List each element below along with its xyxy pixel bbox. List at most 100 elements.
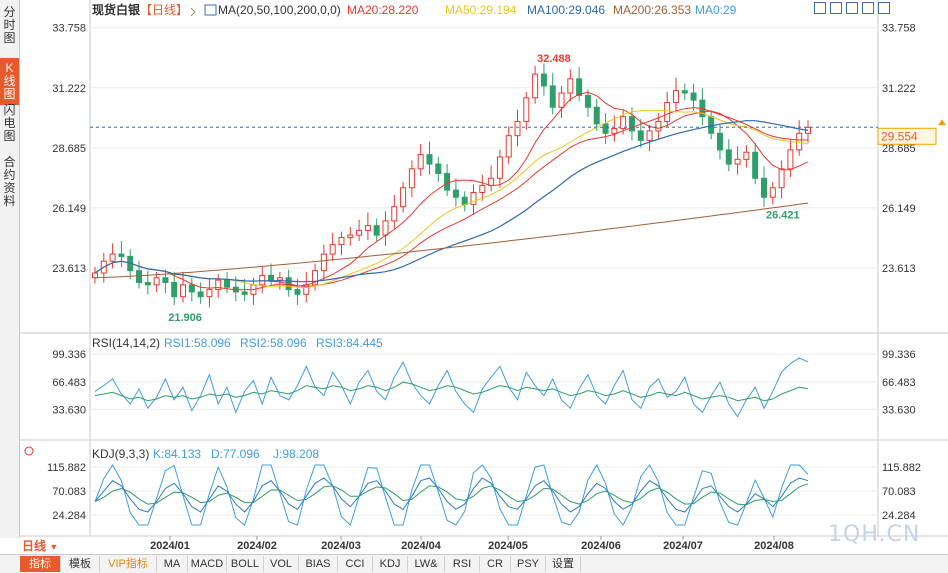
- date-label: 2024/03: [321, 540, 361, 552]
- side-tab-flash[interactable]: 闪电图: [3, 103, 16, 143]
- tab-cr[interactable]: CR: [480, 556, 511, 572]
- period-high-label: 32.488: [537, 53, 571, 65]
- side-tab-contract-info[interactable]: 合约资料: [3, 155, 16, 208]
- candle-body: [426, 154, 433, 165]
- tab-lw[interactable]: LW&: [408, 556, 445, 572]
- rsi-legend-label: RSI(14,14,2): [92, 336, 160, 350]
- candle-body: [646, 130, 653, 141]
- candle-body: [620, 116, 627, 130]
- tab-boll[interactable]: BOLL: [227, 556, 264, 572]
- candle-body: [188, 284, 195, 293]
- kdj-tick-right: 24.284: [882, 510, 916, 522]
- recent-low-label: 26.421: [766, 210, 800, 222]
- period-label: 【日线】: [140, 3, 188, 17]
- date-label: 2024/01: [150, 540, 190, 552]
- candle-body: [628, 116, 635, 132]
- kline-chart-svg[interactable]: 33.758 33.758 31.222 31.222 28.685 28.685 26.1…: [0, 0, 948, 554]
- tab-vol[interactable]: VOL: [264, 556, 299, 572]
- price-tick-left: 31.222: [52, 83, 86, 95]
- candle-body: [743, 151, 750, 160]
- tab-psy[interactable]: PSY: [511, 556, 546, 572]
- candle-body: [787, 149, 794, 170]
- candle-body: [505, 135, 512, 158]
- rsi-legend-item: RSI2:58.096: [240, 336, 307, 350]
- period-button[interactable]: 日线 ▼: [22, 538, 72, 554]
- candle-body: [602, 123, 609, 134]
- candle-body: [523, 97, 530, 122]
- candle-body: [611, 128, 618, 134]
- zoom-in-icon[interactable]: [830, 2, 842, 14]
- ma50-line: [94, 109, 809, 289]
- candle-body: [672, 90, 679, 104]
- tab-bias[interactable]: BIAS: [299, 556, 338, 572]
- candle-body: [584, 94, 591, 108]
- candle-body: [347, 234, 354, 238]
- kline-chart-area[interactable]: 33.758 33.758 31.222 31.222 28.685 28.685 26.1…: [0, 0, 948, 554]
- date-label: 2024/06: [581, 540, 621, 552]
- tab-rsi[interactable]: RSI: [445, 556, 480, 572]
- tab-template[interactable]: 模板: [61, 556, 100, 572]
- candle-body: [664, 102, 671, 122]
- ma-legend-item: MA0:29: [695, 3, 737, 17]
- layout-icon[interactable]: [862, 2, 874, 14]
- ma-legend-label: MA(20,50,100,200,0,0): [218, 3, 341, 17]
- candle-body: [197, 291, 204, 298]
- instrument-name: 现货白银: [92, 2, 141, 17]
- indicator-icon: [204, 4, 217, 16]
- candle-body: [470, 191, 477, 205]
- price-tick-left: 23.613: [52, 263, 86, 275]
- price-tick-right: 28.685: [882, 143, 916, 155]
- watermark: 1QH.CN: [828, 522, 921, 547]
- crosshair-icon[interactable]: [814, 2, 826, 14]
- ma20-line: [94, 107, 809, 287]
- candle-body: [144, 281, 151, 286]
- candle-body: [356, 229, 363, 236]
- fullscreen-icon[interactable]: [878, 2, 890, 14]
- price-tick-right: 26.149: [882, 203, 916, 215]
- rsi-tick-left: 33.630: [52, 404, 86, 416]
- candle-body: [206, 289, 213, 298]
- candle-body: [408, 168, 415, 189]
- period-low-label: 21.906: [168, 312, 202, 324]
- candle-body: [796, 132, 803, 151]
- price-tick-right: 31.222: [882, 83, 916, 95]
- side-tab-kline[interactable]: K线图: [0, 58, 19, 105]
- candle-body: [532, 73, 539, 99]
- candle-body: [153, 277, 160, 286]
- candle-body: [268, 274, 275, 281]
- candle-body: [769, 187, 776, 198]
- price-tick-right: 33.758: [882, 23, 916, 35]
- tab-vip-indicator[interactable]: VIP指标: [100, 556, 157, 572]
- candle-body: [778, 168, 785, 189]
- candle-body: [391, 206, 398, 222]
- zoom-out-icon[interactable]: [846, 2, 858, 14]
- tab-cci[interactable]: CCI: [338, 556, 373, 572]
- candle-body: [180, 284, 187, 298]
- candle-body: [681, 90, 688, 94]
- candle-body: [400, 187, 407, 208]
- rsi-legend-item: RSI1:58.096: [164, 336, 231, 350]
- tab-kdj[interactable]: KDJ: [373, 556, 408, 572]
- side-tab-timeshare[interactable]: 分时图: [3, 5, 16, 45]
- candle-body: [479, 184, 486, 193]
- candle-body: [109, 253, 116, 262]
- side-tab-bar: 分时图 K线图 闪电图 合约资料: [0, 0, 20, 538]
- kdj-tick-right: 70.083: [882, 486, 916, 498]
- candle-body: [488, 177, 495, 186]
- kdj-tick-left: 70.083: [52, 486, 86, 498]
- candle-body: [382, 220, 389, 236]
- rsi-legend-item: RSI3:84.445: [316, 336, 383, 350]
- tab-indicator[interactable]: 指标: [20, 556, 61, 572]
- kdj-tick-left: 24.284: [52, 510, 86, 522]
- ma-legend-item: MA50:29.194: [445, 3, 517, 17]
- candle-body: [752, 151, 759, 179]
- current-price-tag: [877, 127, 937, 145]
- candle-body: [276, 277, 283, 281]
- tab-ma[interactable]: MA: [157, 556, 188, 572]
- price-tick-left: 28.685: [52, 143, 86, 155]
- tab-settings[interactable]: 设置: [546, 556, 581, 572]
- tab-macd[interactable]: MACD: [188, 556, 227, 572]
- indicator-tab-bar: 指标 模板 VIP指标 MA MACD BOLL VOL BIAS CCI KD…: [0, 554, 948, 573]
- candle-body: [373, 225, 380, 236]
- candle-body: [417, 154, 424, 170]
